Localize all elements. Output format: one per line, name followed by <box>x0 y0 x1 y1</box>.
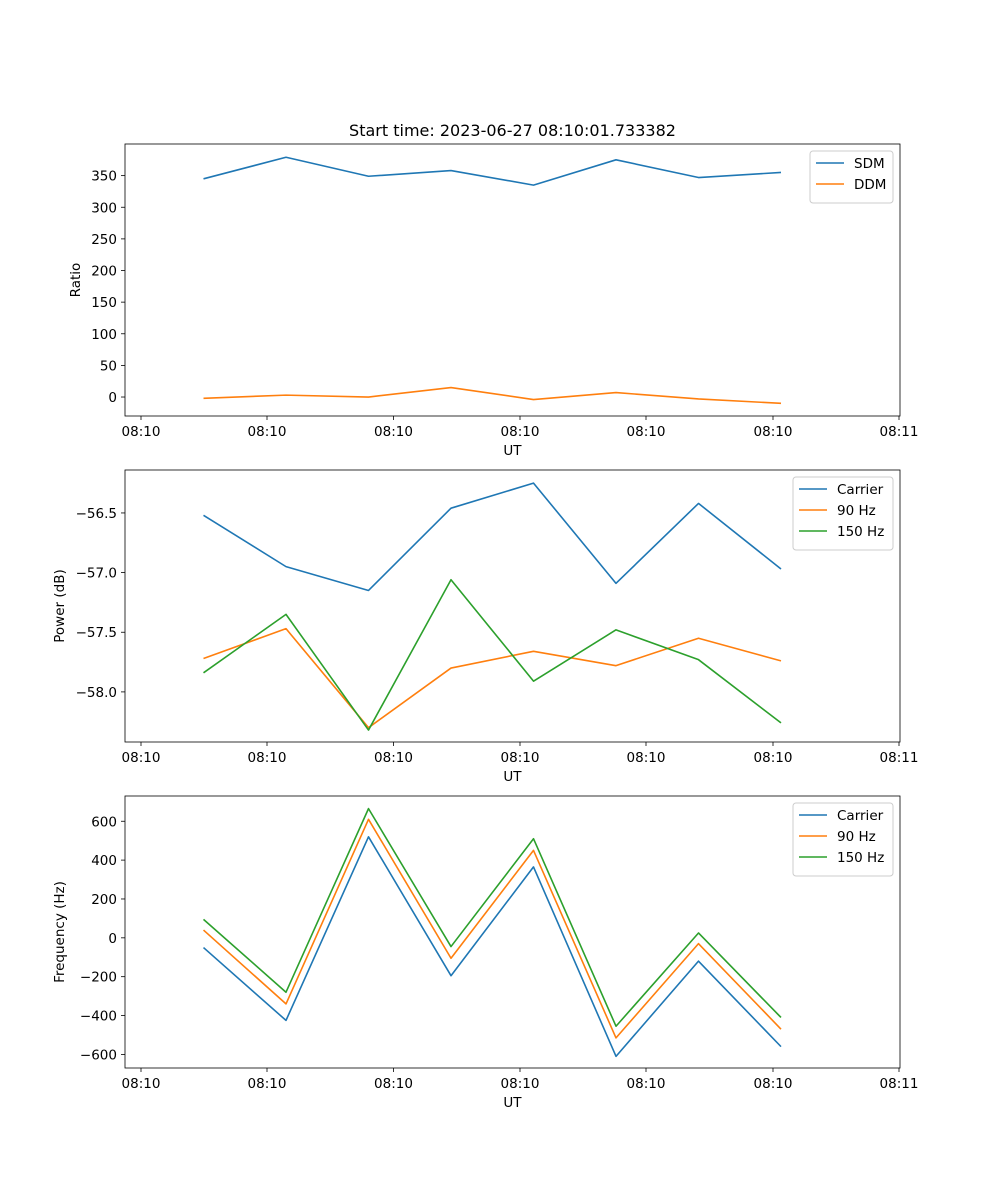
x-tick-label: 08:10 <box>122 750 161 766</box>
y-tick-label: 400 <box>91 853 117 869</box>
x-tick-label: 08:10 <box>374 1076 413 1092</box>
y-tick-label: −600 <box>80 1047 117 1063</box>
y-axis-label: Ratio <box>68 263 84 298</box>
series-line-ddm <box>203 386 782 405</box>
legend-entry: Carrier <box>837 808 884 824</box>
legend: Carrier 90 Hz 150 Hz <box>792 476 894 551</box>
y-tick-label: 200 <box>91 264 117 280</box>
chart-title: Start time: 2023-06-27 08:10:01.733382 <box>349 121 676 140</box>
legend-entry: DDM <box>854 177 886 193</box>
x-tick-label: 08:10 <box>754 750 793 766</box>
x-tick-label: 08:10 <box>627 1076 666 1092</box>
series-line-carrier <box>203 482 782 592</box>
series-line-carrier <box>202 835 782 1058</box>
y-tick-label: 50 <box>100 358 117 374</box>
subplot-1: 08:10 08:10 08:10 08:10 08:10 08:10 08:11 0 50 10… <box>68 143 919 459</box>
series-line-150-hz <box>202 807 782 1028</box>
x-tick-label: 08:10 <box>627 750 666 766</box>
y-tick-label: −57.5 <box>76 625 117 641</box>
series-line-90-hz <box>203 627 782 729</box>
y-tick-label: −400 <box>80 1009 117 1025</box>
legend-entry: 150 Hz <box>837 850 884 866</box>
legend: Carrier 90 Hz 150 Hz <box>792 802 894 877</box>
x-tick-label: 08:10 <box>248 1076 287 1092</box>
x-axis-label: UT <box>503 1095 522 1111</box>
legend-entry: 90 Hz <box>837 503 876 519</box>
plot-frame <box>124 143 901 417</box>
series-line-90-hz <box>202 818 782 1039</box>
plot-frame <box>124 469 901 743</box>
x-axis-label: UT <box>503 769 522 785</box>
x-tick-label: 08:10 <box>122 424 161 440</box>
legend: SDM DDM <box>809 150 894 204</box>
y-tick-label: 350 <box>91 169 117 185</box>
series-line-sdm <box>203 156 782 186</box>
x-tick-label: 08:10 <box>122 1076 161 1092</box>
x-tick-label: 08:10 <box>627 424 666 440</box>
x-tick-label: 08:10 <box>374 424 413 440</box>
y-tick-label: 250 <box>91 232 117 248</box>
series-line-150-hz <box>203 578 782 731</box>
legend-entry: Carrier <box>837 482 884 498</box>
x-tick-label: 08:11 <box>880 424 919 440</box>
subplot-3: 08:10 08:10 08:10 08:10 08:10 08:10 08:11 −600 −… <box>52 795 919 1111</box>
y-tick-label: −56.5 <box>76 506 117 522</box>
y-axis-label: Power (dB) <box>52 569 68 642</box>
x-tick-label: 08:11 <box>880 1076 919 1092</box>
x-axis-label: UT <box>503 443 522 459</box>
y-tick-label: 150 <box>91 295 117 311</box>
plot-frame <box>124 795 901 1069</box>
legend-entry: SDM <box>854 156 885 172</box>
x-tick-label: 08:10 <box>501 750 540 766</box>
legend-entry: 150 Hz <box>837 524 884 540</box>
y-tick-label: 200 <box>91 892 117 908</box>
y-tick-label: −58.0 <box>76 685 117 701</box>
y-tick-label: 300 <box>91 200 117 216</box>
x-tick-label: 08:10 <box>754 424 793 440</box>
y-tick-label: 600 <box>91 814 117 830</box>
subplot-2: 08:10 08:10 08:10 08:10 08:10 08:10 08:11 −58.0… <box>52 469 919 785</box>
y-tick-label: 0 <box>108 390 117 406</box>
y-tick-label: 0 <box>108 931 117 947</box>
x-tick-label: 08:10 <box>501 424 540 440</box>
x-tick-label: 08:11 <box>880 750 919 766</box>
y-tick-label: −200 <box>80 970 117 986</box>
y-tick-label: 100 <box>91 327 117 343</box>
x-tick-label: 08:10 <box>248 750 287 766</box>
y-tick-label: −57.0 <box>76 566 117 582</box>
x-tick-label: 08:10 <box>248 424 287 440</box>
legend-entry: 90 Hz <box>837 829 876 845</box>
x-tick-label: 08:10 <box>501 1076 540 1092</box>
y-axis-label: Frequency (Hz) <box>52 881 68 983</box>
x-tick-label: 08:10 <box>374 750 413 766</box>
x-tick-label: 08:10 <box>754 1076 793 1092</box>
legend-box <box>809 150 894 204</box>
